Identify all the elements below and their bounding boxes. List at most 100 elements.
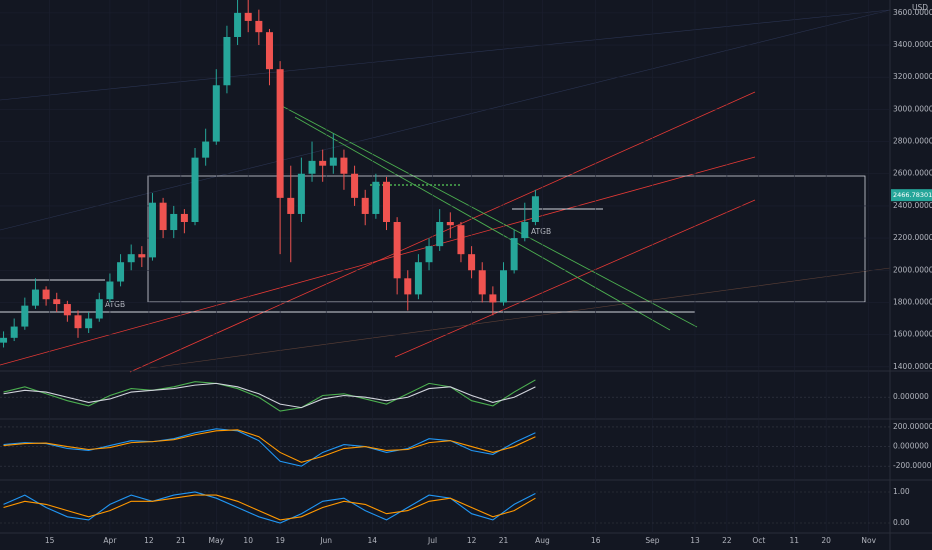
candle-body [340, 157, 348, 174]
candle-body [223, 37, 231, 86]
indicator-line [3, 382, 536, 409]
trend-line [149, 267, 891, 369]
x-tick-label: 21 [499, 536, 509, 545]
y-tick-label: 200.000000 [893, 422, 932, 431]
x-tick-label: Nov [861, 536, 876, 545]
x-tick-label: Sep [645, 536, 659, 545]
candle-body [382, 181, 390, 222]
channel-line [0, 156, 756, 366]
candle-body [276, 69, 284, 198]
candle-body [191, 157, 199, 222]
candle-body [351, 173, 359, 198]
candle-body [265, 32, 273, 70]
annotation: ATGB [105, 300, 125, 309]
y-tick-label: 2600.000000 [893, 169, 932, 178]
candle-body [63, 304, 71, 316]
candle-body [521, 222, 529, 239]
candle-body [0, 337, 8, 343]
candle-body [531, 196, 539, 222]
candle-body [287, 197, 295, 214]
x-tick-label: 14 [368, 536, 378, 545]
y-tick-label: 3600.000000 [893, 8, 932, 17]
y-tick-label: 1600.000000 [893, 330, 932, 339]
candle-body [21, 305, 29, 327]
candle-body [393, 222, 401, 279]
candle-body [170, 213, 178, 231]
candle-body [180, 213, 188, 222]
channel-line [294, 116, 671, 331]
y-tick-label: 0.00 [893, 518, 910, 527]
candle-body [202, 141, 210, 158]
y-tick-label: 2000.000000 [893, 265, 932, 274]
candle-body [212, 85, 220, 142]
candle-body [457, 225, 465, 255]
x-tick-label: May [209, 536, 225, 545]
x-tick-label: 12 [467, 536, 477, 545]
y-tick-label: -200.000000 [893, 461, 932, 470]
candle-body [138, 254, 146, 258]
candle-body [319, 160, 327, 166]
x-tick-label: 16 [591, 536, 601, 545]
y-tick-label: 1800.000000 [893, 297, 932, 306]
indicator-line [3, 494, 536, 521]
x-tick-label: 21 [176, 536, 186, 545]
x-tick-label: Jul [427, 536, 437, 545]
trend-line [0, 9, 891, 101]
x-tick-label: 11 [789, 536, 799, 545]
x-tick-label: 22 [722, 536, 732, 545]
x-tick-label: 10 [243, 536, 253, 545]
candle-body [446, 222, 454, 226]
candle-body [74, 315, 82, 329]
candle-body [425, 246, 433, 263]
y-tick-label: 2200.000000 [893, 233, 932, 242]
candle-body [308, 160, 316, 174]
candle-body [255, 20, 263, 33]
candle-body [478, 270, 486, 295]
x-tick-label: 19 [275, 536, 285, 545]
candle-body [148, 202, 156, 258]
candle-body [106, 281, 114, 300]
candle-body [372, 181, 380, 214]
y-tick-label: 1.00 [893, 487, 910, 496]
candle-body [244, 12, 252, 21]
candle-body [329, 157, 337, 166]
x-tick-label: 12 [144, 536, 154, 545]
candle-body [53, 299, 61, 305]
candle-body [361, 197, 369, 214]
x-tick-label: Apr [103, 536, 117, 545]
candle-body [297, 173, 305, 214]
y-tick-label: 3000.000000 [893, 104, 932, 113]
candle-body [95, 299, 103, 319]
candle-body [85, 318, 93, 329]
y-tick-label: 3200.000000 [893, 72, 932, 81]
last-price-tag [891, 189, 932, 202]
x-tick-label: 15 [45, 536, 55, 545]
y-tick-label: 0.000000 [893, 442, 929, 451]
x-tick-label: Oct [752, 536, 765, 545]
candle-body [436, 222, 444, 247]
candle-body [42, 289, 50, 300]
y-tick-label: 3400.000000 [893, 40, 932, 49]
y-tick-label: 1400.000000 [893, 362, 932, 371]
candle-body [414, 262, 422, 295]
y-tick-label: 2800.000000 [893, 137, 932, 146]
indicator-line [3, 491, 536, 524]
y-tick-label: 0.000000 [893, 392, 929, 401]
candle-body [489, 294, 497, 303]
channel-line [279, 104, 698, 328]
candle-body [127, 254, 135, 263]
candle-body [500, 270, 508, 303]
currency-label: USD [912, 3, 928, 12]
y-tick-label: 2400.000000 [893, 201, 932, 210]
x-tick-label: 13 [690, 536, 700, 545]
indicator-line [3, 429, 536, 463]
candle-body [117, 262, 125, 282]
candle-body [10, 326, 18, 338]
annotation: ATGB [531, 227, 551, 236]
candle-body [404, 278, 412, 295]
x-tick-label: 20 [821, 536, 831, 545]
